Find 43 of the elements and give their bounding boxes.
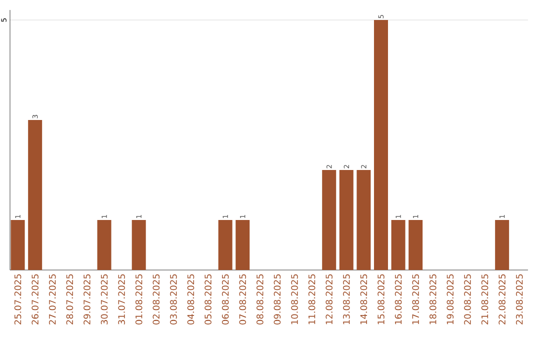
x-tick-label: 15.08.2025 (378, 274, 384, 324)
bar (236, 220, 250, 270)
x-tick-label: 23.08.2025 (516, 274, 523, 324)
x-tick-label: 12.08.2025 (326, 274, 333, 324)
bar (322, 170, 336, 270)
x-tick-label: 02.08.2025 (152, 274, 160, 324)
x-tick-label: 19.08.2025 (446, 274, 454, 324)
x-tick-label: 29.07.2025 (84, 274, 90, 324)
bar (495, 220, 510, 270)
x-tick-label: 09.08.2025 (274, 274, 281, 324)
x-tick-label: 26.07.2025 (32, 274, 38, 324)
x-tick-label: 21.08.2025 (481, 274, 488, 324)
x-tick-label: 14.08.2025 (360, 274, 368, 324)
x-tick-label: 30.07.2025 (100, 274, 108, 324)
x-tick-label: 17.08.2025 (412, 274, 419, 324)
bar (374, 20, 388, 270)
x-tick-label: 28.07.2025 (66, 274, 74, 324)
x-tick-label: 05.08.2025 (204, 274, 212, 324)
x-tick-label: 10.08.2025 (291, 274, 298, 324)
x-tick-label: 25.07.2025 (14, 274, 22, 324)
bar (218, 220, 232, 270)
bar (391, 220, 406, 270)
x-tick-label: 13.08.2025 (343, 274, 350, 324)
x-tick-label: 06.08.2025 (222, 274, 229, 324)
bar (97, 220, 112, 270)
bar (28, 120, 42, 270)
x-tick-label: 03.08.2025 (170, 274, 177, 324)
x-tick-label: 27.07.2025 (48, 274, 56, 324)
x-tick-label: 16.08.2025 (394, 274, 402, 324)
x-tick-label: 08.08.2025 (256, 274, 264, 324)
x-tick-label: 04.08.2025 (187, 274, 194, 324)
bar (339, 170, 354, 270)
bar (10, 220, 25, 270)
x-tick-label: 07.08.2025 (239, 274, 246, 324)
bar (408, 220, 423, 270)
x-tick-label: 11.08.2025 (308, 274, 316, 324)
x-tick-label: 31.07.2025 (118, 274, 125, 324)
x-tick-label: 18.08.2025 (429, 274, 436, 324)
x-tick-label: 01.08.2025 (135, 274, 142, 324)
x-tick-label: 20.08.2025 (464, 274, 471, 324)
bar (132, 220, 146, 270)
bar (356, 170, 371, 270)
x-tick-label: 22.08.2025 (498, 274, 506, 324)
